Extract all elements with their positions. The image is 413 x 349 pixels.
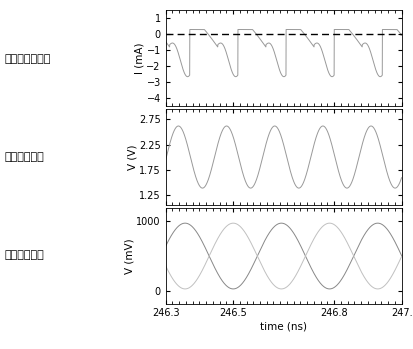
Text: 流过电源的电流: 流过电源的电流: [4, 54, 50, 64]
Y-axis label: V (mV): V (mV): [125, 238, 135, 274]
Text: 输出信号波形: 输出信号波形: [4, 250, 44, 260]
Y-axis label: V (V): V (V): [127, 144, 137, 170]
X-axis label: time (ns): time (ns): [259, 321, 306, 331]
Y-axis label: I (mA): I (mA): [135, 42, 145, 74]
Text: 注入信号波形: 注入信号波形: [4, 152, 44, 162]
